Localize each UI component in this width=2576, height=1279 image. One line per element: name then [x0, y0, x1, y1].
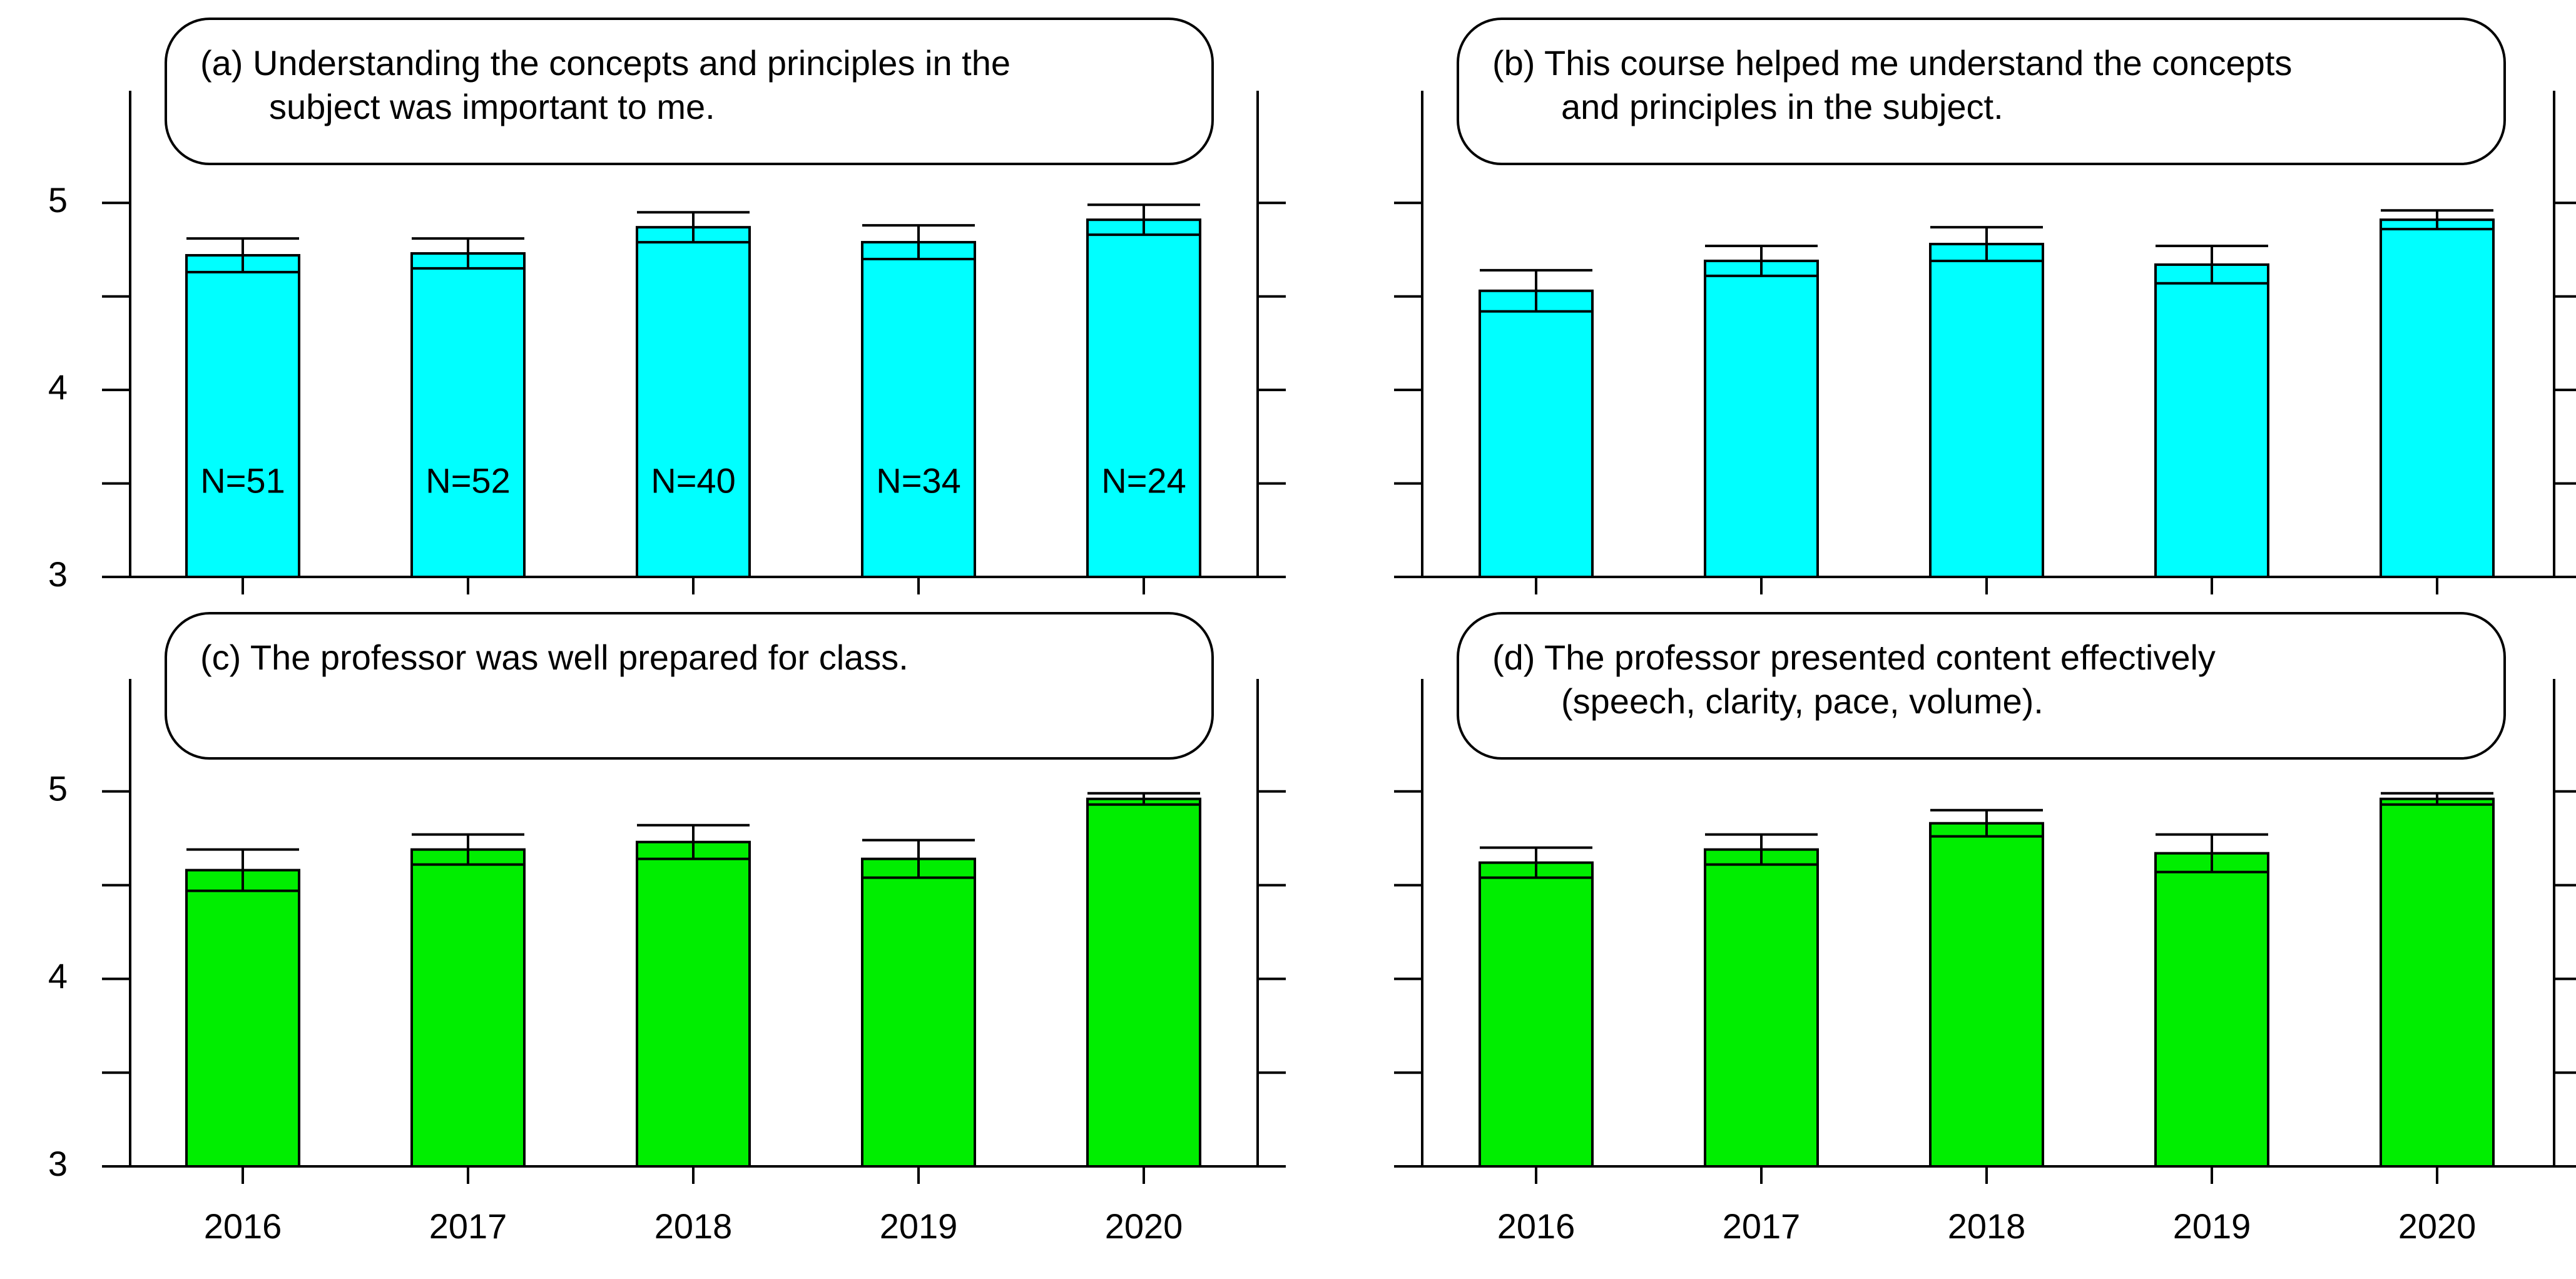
chart-title-line: (speech, clarity, pace, volume). [1561, 681, 2044, 721]
bar-2019 [861, 857, 976, 1168]
x-tick-label: 2017 [1723, 1206, 1801, 1246]
error-bar-2019 [862, 224, 975, 260]
chart-title: (c) The professor was well prepared for … [200, 638, 909, 677]
x-tick-label: 2018 [654, 1206, 733, 1246]
x-tick-label: 2016 [204, 1206, 282, 1246]
sample-size-label: N=51 [200, 461, 285, 500]
error-bar-2020 [2381, 209, 2493, 231]
bar-2019 [861, 241, 976, 579]
chart-panel-b: (b) This course helped me understand the… [1394, 18, 2576, 594]
sample-size-label: N=52 [425, 461, 510, 500]
bar-2018 [1929, 822, 2044, 1168]
y-tick-label: 5 [48, 769, 68, 808]
chart-title-line: subject was important to me. [269, 87, 715, 126]
x-tick-label: 2019 [2173, 1206, 2251, 1246]
sample-size-label: N=24 [1101, 461, 1186, 500]
error-bar-2019 [2156, 833, 2268, 874]
bar-2018 [636, 840, 751, 1168]
error-bar-2019 [2156, 245, 2268, 285]
y-tick-label: 4 [48, 367, 68, 407]
bar-2018 [636, 226, 751, 578]
chart-title-line: (c) The professor was well prepared for … [200, 638, 909, 677]
title-box [1457, 18, 2506, 165]
bar-2016 [185, 869, 300, 1168]
x-tick-label: 2020 [2398, 1206, 2477, 1246]
chart-title-line: (b) This course helped me understand the… [1492, 43, 2292, 83]
error-bar-2018 [637, 823, 750, 860]
bar-2019 [2154, 852, 2269, 1168]
bar-2018 [1929, 243, 2044, 578]
title-box [165, 612, 1214, 760]
error-bar-2016 [186, 237, 299, 273]
x-tick-label: 2016 [1497, 1206, 1576, 1246]
chart-panel-c: 3 4 5 2016 2017 2018 2019 2020 (c) The professor… [48, 612, 1286, 1246]
y-tick-label: 5 [48, 180, 68, 220]
bar-2017 [410, 848, 526, 1168]
error-bar-2017 [1705, 245, 1818, 277]
chart-panel-a: 3 4 5 N=51 N=52 N=40 N=34 N=24 (a) Understanding… [48, 18, 1286, 594]
x-tick-label: 2018 [1948, 1206, 2026, 1246]
bar-2016 [1479, 289, 1594, 578]
error-bar-2018 [1930, 808, 2043, 838]
error-bar-2018 [1930, 226, 2043, 262]
x-tick-label: 2020 [1105, 1206, 1183, 1246]
error-bar-2017 [1705, 833, 1818, 866]
y-tick-label: 3 [48, 554, 68, 594]
bar-2017 [410, 252, 526, 578]
bar-2016 [185, 253, 300, 578]
y-tick-label: 4 [48, 956, 68, 996]
error-bar-2019 [862, 838, 975, 879]
chart-panel-d: 2016 2017 2018 2019 2020 (d) The professor pr… [1394, 612, 2576, 1246]
sample-size-label: N=34 [876, 461, 960, 500]
error-bar-2017 [412, 833, 524, 866]
error-bar-2020 [1087, 203, 1200, 237]
title-box [1457, 612, 2506, 760]
error-bar-2017 [412, 237, 524, 270]
error-bar-2018 [637, 211, 750, 244]
bar-2020 [1086, 218, 1201, 578]
x-tick-label: 2019 [880, 1206, 958, 1246]
sample-size-label: N=40 [651, 461, 735, 500]
chart-title-line: and principles in the subject. [1561, 87, 2003, 126]
error-bar-2016 [1480, 846, 1592, 879]
error-bar-2020 [2381, 792, 2493, 806]
chart-title-line: (a) Understanding the concepts and princ… [200, 43, 1011, 83]
bar-2020 [2380, 797, 2495, 1168]
bar-2017 [1704, 848, 1819, 1168]
bar-2016 [1479, 861, 1594, 1168]
chart-title-line: (d) The professor presented content effe… [1492, 638, 2216, 677]
chart-title: (b) This course helped me understand the… [1492, 43, 2292, 126]
error-bar-2016 [186, 848, 299, 892]
x-tick-label: 2017 [429, 1206, 507, 1246]
y-tick-label: 3 [48, 1144, 68, 1183]
bar-2020 [1086, 797, 1201, 1168]
chart-title: (a) Understanding the concepts and princ… [200, 43, 1011, 126]
chart-title: (d) The professor presented content effe… [1492, 638, 2216, 721]
error-bar-2020 [1087, 792, 1200, 806]
bar-2019 [2154, 263, 2269, 578]
error-bar-2016 [1480, 268, 1592, 313]
bar-2017 [1704, 259, 1819, 578]
title-box [165, 18, 1214, 165]
bar-2020 [2380, 218, 2495, 578]
